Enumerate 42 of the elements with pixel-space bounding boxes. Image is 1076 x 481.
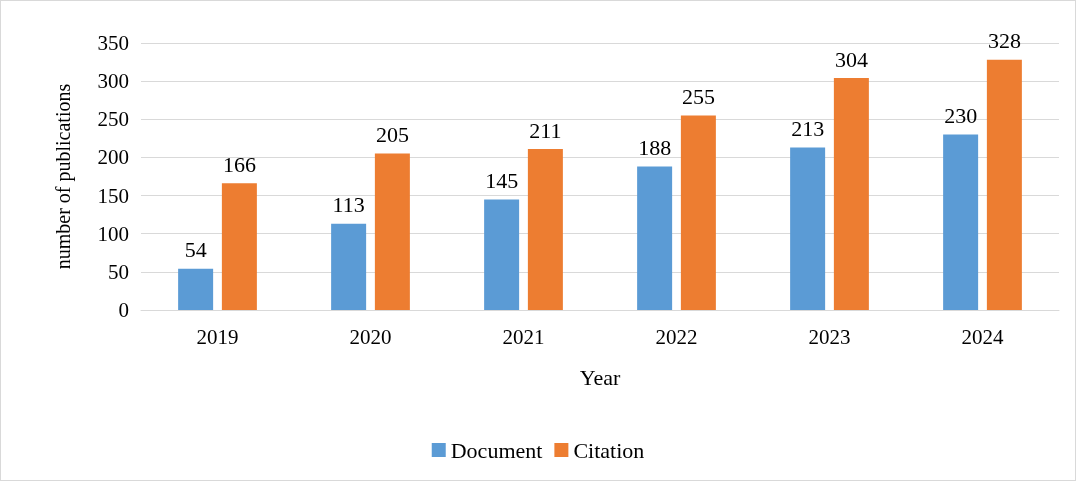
data-label: 304 (834, 46, 868, 72)
data-label: 113 (332, 192, 365, 218)
y-tick-label: 50 (108, 259, 129, 284)
data-label: 211 (529, 117, 562, 143)
x-tick-label: 2020 (349, 324, 392, 349)
legend-label: Document (450, 437, 543, 463)
bar (833, 78, 869, 310)
data-label: 166 (222, 151, 256, 177)
x-tick-label: 2023 (808, 324, 851, 349)
data-label: 188 (638, 135, 672, 161)
data-label: 205 (375, 122, 409, 148)
x-axis-title: Year (579, 364, 621, 390)
y-tick-label: 150 (97, 183, 129, 208)
bar (986, 59, 1022, 310)
bar (331, 223, 367, 310)
bar (374, 153, 410, 310)
bar (680, 115, 716, 310)
bar (790, 147, 826, 310)
x-tick-label: 2021 (502, 324, 545, 349)
x-tick-label: 2022 (655, 324, 698, 349)
x-tick-label: 2019 (196, 324, 239, 349)
bar (178, 268, 214, 310)
bar (527, 149, 563, 310)
data-label: 213 (791, 116, 825, 142)
bar (221, 183, 257, 310)
data-label: 230 (944, 103, 978, 129)
data-label: 328 (987, 28, 1021, 54)
data-label: 255 (681, 83, 715, 109)
y-tick-label: 350 (97, 31, 129, 55)
bar (484, 199, 520, 310)
y-tick-label: 0 (118, 298, 129, 322)
bar (637, 166, 673, 310)
y-tick-label: 250 (97, 107, 129, 132)
bar (943, 134, 979, 310)
y-tick-label: 200 (97, 145, 129, 170)
y-axis-title: number of publications (52, 83, 75, 270)
y-tick-label: 100 (97, 221, 129, 246)
x-tick-label: 2024 (961, 324, 1004, 349)
legend-label: Citation (573, 437, 645, 463)
data-label: 145 (485, 167, 519, 193)
y-tick-label: 300 (97, 69, 129, 94)
data-label: 54 (184, 237, 207, 263)
